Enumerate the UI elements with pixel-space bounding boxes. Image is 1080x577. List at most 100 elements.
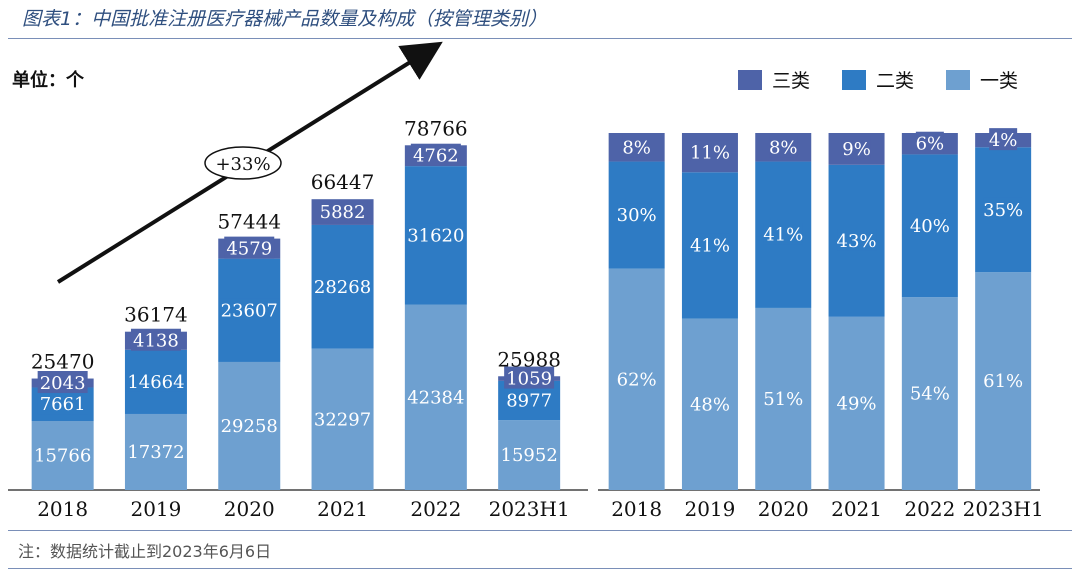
right-tick-2023H1: 2023H1 — [963, 497, 1044, 521]
label-class3-2019-bg — [130, 328, 181, 351]
label-class3-2022-text: 4762 — [413, 146, 459, 167]
pct-label-class3-2021-bg — [842, 136, 871, 159]
top-rule — [8, 38, 1072, 39]
legend-swatch-class1 — [946, 70, 970, 90]
label-class3-2020-text: 4579 — [226, 239, 272, 260]
legend-swatch-class2 — [842, 70, 866, 90]
label-class2-2021: 28268 — [312, 274, 374, 298]
label-class1-2022: 42384 — [405, 385, 467, 408]
right-tick-2020: 2020 — [758, 497, 809, 521]
pct-label-class2-2023H1-text: 35% — [983, 200, 1023, 221]
label-class3-2021-text: 5882 — [320, 202, 366, 223]
pct-label-class2-2023H1: 35% — [983, 197, 1023, 221]
pct-label-class1-2018-text: 62% — [617, 369, 657, 390]
pct-label-class2-2022-text: 40% — [910, 216, 950, 237]
unit-label: 单位：个 — [12, 70, 84, 91]
pct-label-class2-2022: 40% — [910, 213, 950, 237]
label-class1-2020: 29258 — [218, 413, 280, 437]
left-tick-2023H1: 2023H1 — [489, 497, 570, 521]
label-class1-2022-text: 42384 — [407, 387, 464, 408]
legend-label-class3: 三类 — [772, 70, 810, 92]
pct-label-class2-2018-bg — [617, 203, 657, 226]
label-class1-2018-bg — [32, 443, 94, 466]
pct-label-class1-2020-text: 51% — [763, 389, 803, 410]
pct-label-class2-2022-bg — [910, 213, 950, 236]
pct-label-class1-2022-bg — [910, 381, 950, 404]
label-class1-2019-bg — [125, 439, 187, 462]
total-label-2020: 57444 — [217, 210, 281, 234]
pct-label-class1-2020-bg — [763, 386, 803, 409]
legend-swatch-class3 — [738, 70, 762, 90]
label-class1-2018: 15766 — [32, 443, 94, 467]
label-class1-2023H1-text: 15952 — [501, 445, 558, 466]
growth-annotation: +33% — [56, 41, 443, 284]
right-tick-2018: 2018 — [611, 497, 662, 521]
bottom-rule — [8, 568, 1072, 569]
label-class1-2019: 17372 — [125, 439, 187, 463]
pct-label-class2-2020: 41% — [763, 222, 803, 246]
label-class3-2020-bg — [224, 236, 275, 259]
pct-label-class1-2023H1-bg — [983, 369, 1023, 392]
pct-label-class3-2019-bg — [690, 140, 730, 163]
left-tick-2019: 2019 — [130, 497, 181, 521]
label-class2-2020: 23607 — [218, 298, 280, 321]
pct-label-class1-2019-text: 48% — [690, 394, 730, 415]
pct-label-class1-2021-text: 49% — [837, 393, 877, 414]
pct-label-class1-2023H1: 61% — [983, 369, 1023, 392]
pct-label-class3-2019-text: 11% — [690, 143, 730, 164]
label-class3-2021: 5882 — [317, 200, 368, 223]
pct-label-class2-2019-bg — [690, 233, 730, 256]
total-label-2022: 78766 — [404, 116, 468, 140]
right-tick-2019: 2019 — [684, 497, 735, 521]
figure-title: 图表1：中国批准注册医疗器械产品数量及构成（按管理类别） — [22, 8, 548, 30]
pct-label-class3-2018: 8% — [622, 135, 651, 158]
pct-label-class1-2020: 51% — [763, 386, 803, 410]
legend-label-class2: 二类 — [876, 70, 914, 92]
label-class2-2023H1-text: 8977 — [506, 391, 552, 412]
pct-label-class3-2020-text: 8% — [769, 137, 798, 158]
legend-item-class1: 一类 — [946, 70, 1018, 92]
pct-label-class3-2022-text: 6% — [916, 134, 945, 155]
label-class2-2020-bg — [218, 298, 280, 321]
label-class2-2022-bg — [405, 223, 467, 246]
label-class2-2021-bg — [312, 274, 374, 297]
label-class2-2022: 31620 — [405, 223, 467, 246]
label-class2-2018-text: 7661 — [40, 394, 86, 415]
pct-label-class1-2019-bg — [690, 392, 730, 415]
pct-label-class3-2021: 9% — [842, 136, 871, 160]
pct-label-class2-2020-bg — [763, 222, 803, 245]
label-class3-2018-text: 2043 — [40, 373, 86, 394]
pct-label-class3-2018-bg — [622, 135, 651, 158]
label-class2-2019-text: 14664 — [127, 372, 184, 393]
legend: 三类 二类 一类 — [738, 70, 1018, 92]
label-class1-2021-bg — [312, 407, 374, 430]
pct-label-class1-2018: 62% — [617, 367, 657, 390]
left-tick-2022: 2022 — [410, 497, 461, 521]
label-class3-2023H1-bg — [504, 366, 555, 389]
pct-label-class3-2022: 6% — [915, 131, 945, 155]
left-tick-2018: 2018 — [37, 497, 88, 521]
pct-label-class3-2022-bg — [915, 131, 944, 154]
pct-label-class2-2023H1-bg — [983, 197, 1023, 220]
pct-label-class3-2020: 8% — [769, 135, 798, 158]
label-class3-2018-bg — [37, 371, 88, 394]
label-class2-2021-text: 28268 — [314, 277, 371, 298]
label-class1-2019-text: 17372 — [127, 442, 184, 463]
pct-label-class2-2019: 41% — [690, 233, 730, 256]
label-class2-2022-text: 31620 — [407, 225, 464, 246]
pct-label-class1-2021-bg — [837, 391, 877, 414]
label-class3-2019-text: 4138 — [133, 331, 179, 352]
total-label-2018: 25470 — [31, 350, 95, 374]
label-class2-2023H1: 8977 — [504, 388, 555, 412]
pct-label-class3-2023H1-text: 4% — [989, 130, 1018, 151]
total-label-2019: 36174 — [124, 303, 188, 327]
left-tick-2020: 2020 — [224, 497, 275, 521]
pct-label-class2-2021-text: 43% — [837, 231, 877, 252]
label-class2-2020-text: 23607 — [221, 300, 278, 321]
growth-ellipse — [204, 146, 282, 180]
pct-label-class3-2018-text: 8% — [622, 137, 651, 158]
label-class2-2023H1-bg — [504, 388, 555, 411]
label-class3-2022-bg — [410, 143, 461, 166]
pct-label-class3-2023H1-bg — [989, 128, 1018, 151]
